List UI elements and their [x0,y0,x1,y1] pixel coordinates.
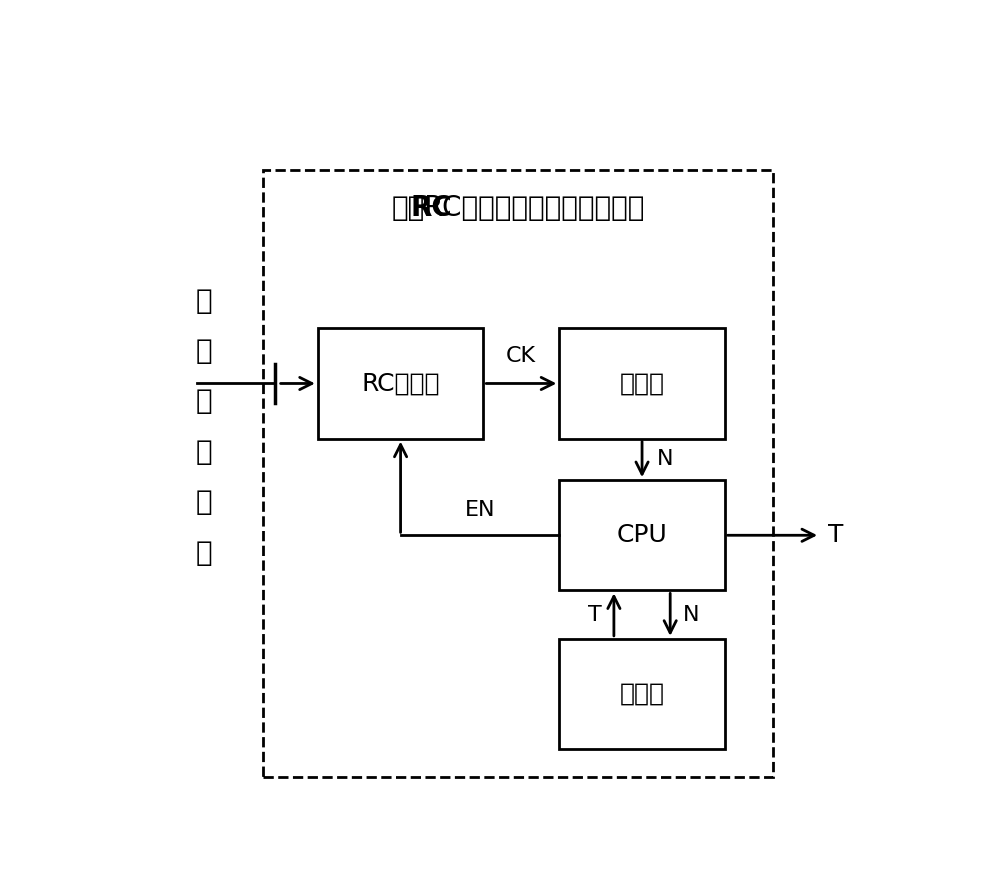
Text: 基于RC振荡器的片上温度传感器: 基于RC振荡器的片上温度传感器 [391,194,644,221]
Text: CPU: CPU [617,523,667,547]
Text: RC振荡器: RC振荡器 [361,372,440,395]
Bar [559,480,725,590]
Bar [559,328,725,439]
Text: 存储器: 存储器 [619,682,665,706]
Text: 压: 压 [195,438,212,466]
Text: T: T [829,523,843,547]
Bar [559,639,725,749]
Text: N: N [683,605,699,625]
Text: 片: 片 [195,287,212,314]
Text: 入: 入 [195,538,212,566]
Text: CK: CK [506,346,536,366]
Text: 电: 电 [195,387,212,416]
Text: 外: 外 [195,337,212,365]
Text: 输: 输 [195,488,212,516]
Text: RC: RC [411,194,453,221]
Text: 计数器: 计数器 [619,372,665,395]
Bar [262,169,773,777]
Text: T: T [587,605,601,625]
Bar [318,328,484,439]
Text: N: N [657,450,674,470]
Text: EN: EN [465,500,496,520]
